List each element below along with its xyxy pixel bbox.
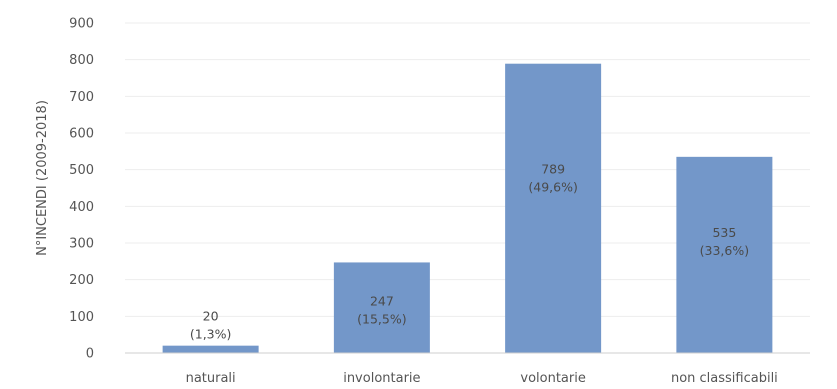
data-label-value: 247 (370, 293, 394, 308)
data-label-percent: (49,6%) (528, 180, 577, 195)
bar (333, 262, 430, 353)
data-labels: 20 (1,3%) 247 (15,5%) 789 (49,6%) 535 (33,6%) (190, 162, 749, 342)
x-category-label: non classificabili (671, 371, 778, 386)
data-label-value: 20 (203, 309, 219, 324)
y-tick-label: 0 (86, 347, 94, 362)
y-axis-ticks: 0 100 200 300 400 500 600 700 800 900 (69, 17, 94, 362)
gridlines (125, 22, 810, 317)
y-tick-label: 300 (69, 237, 94, 252)
bar (505, 63, 602, 353)
y-tick-label: 400 (69, 200, 94, 215)
y-tick-label: 800 (69, 53, 94, 68)
bar (676, 156, 773, 353)
y-tick-label: 600 (69, 127, 94, 142)
x-category-label: involontarie (343, 371, 420, 386)
y-tick-label: 900 (69, 17, 94, 32)
data-label-value: 789 (541, 162, 565, 177)
x-axis-categories: naturali involontarie volontarie non classi… (186, 371, 778, 386)
data-label-value: 535 (712, 225, 736, 240)
x-category-label: naturali (186, 371, 236, 386)
data-label-percent: (33,6%) (700, 243, 749, 258)
y-tick-label: 100 (69, 310, 94, 325)
bars (162, 63, 773, 353)
x-category-label: volontarie (520, 371, 585, 386)
bar (162, 345, 259, 353)
y-tick-label: 200 (69, 273, 94, 288)
data-label-percent: (1,3%) (190, 327, 232, 342)
data-label-percent: (15,5%) (357, 311, 406, 326)
y-tick-label: 500 (69, 163, 94, 178)
y-axis-label: N°INCENDI (2009-2018) (35, 100, 50, 256)
y-tick-label: 700 (69, 90, 94, 105)
